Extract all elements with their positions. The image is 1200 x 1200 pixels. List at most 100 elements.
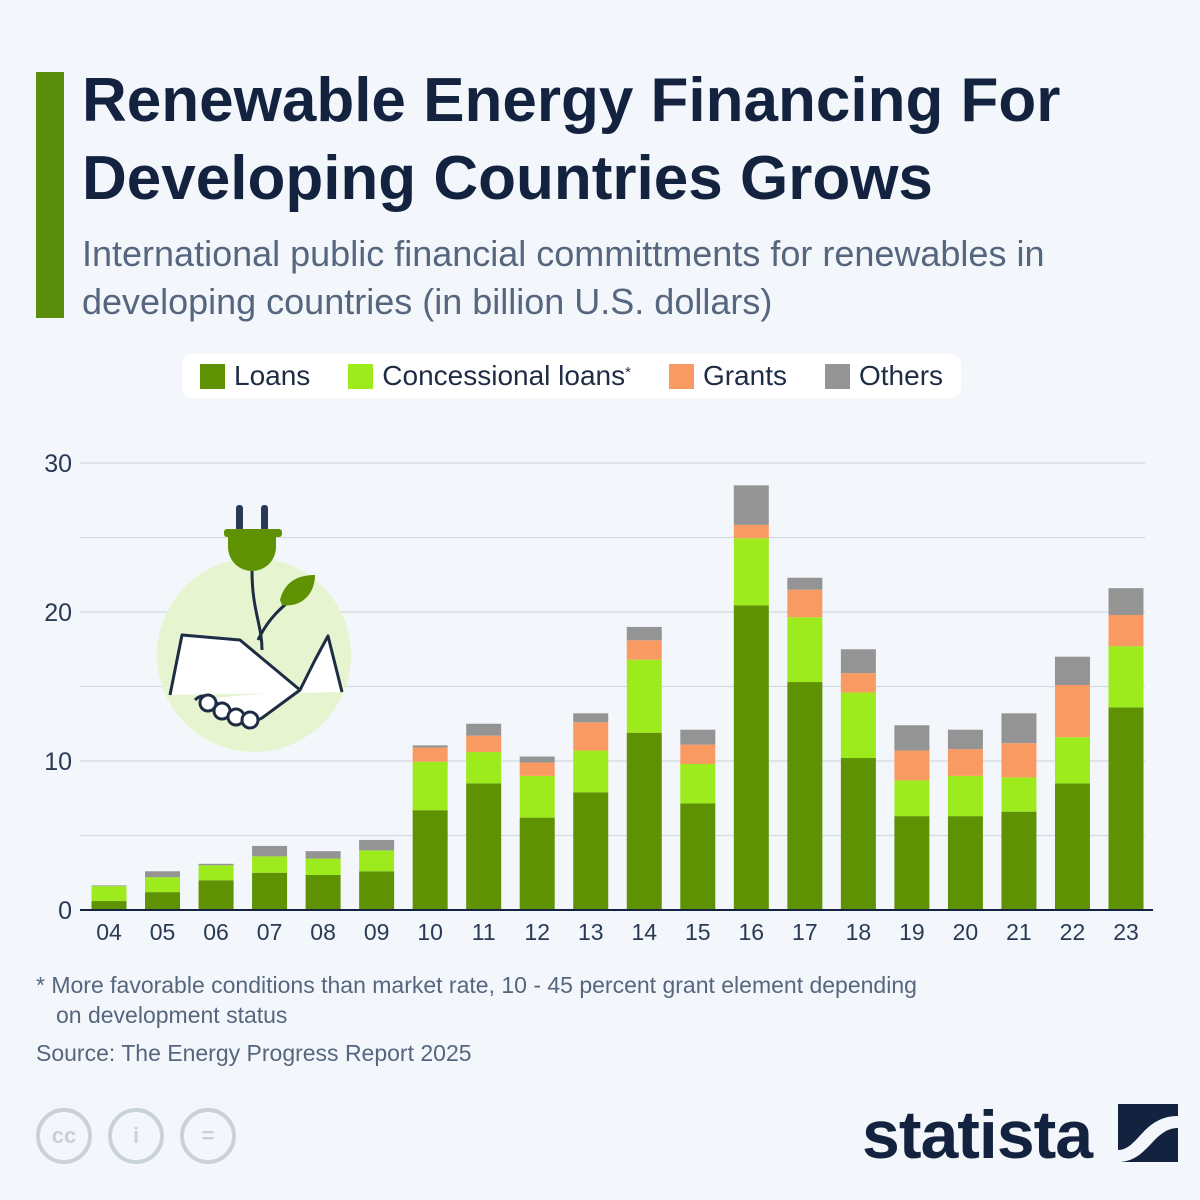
legend-swatch [668,363,694,389]
logo-text: statista [862,1097,1093,1173]
bar-segment-concessional-loans-20 [947,775,983,817]
bar-segment-others-04 [91,885,127,887]
bar-segment-loans-13 [573,792,609,910]
bar-segment-concessional-loans-19 [894,780,930,817]
bar-segment-loans-07 [252,872,288,910]
cc-icon[interactable]: cc [36,1108,92,1164]
bar-segment-loans-09 [359,871,395,910]
legend-label: Others [858,360,944,391]
x-tick-label: 21 [1006,919,1032,945]
attribution-icon[interactable]: i [108,1108,164,1164]
bar-segment-others-08 [305,851,341,859]
bar-segment-grants-16 [733,524,769,539]
bar-segment-concessional-loans-10 [412,761,448,811]
accent-bar [36,72,64,318]
y-tick-label: 20 [44,599,72,627]
statista-logo[interactable]: statista [862,1096,1179,1174]
footnote-line: on development status [56,1002,288,1028]
x-tick-label: 23 [1113,919,1139,945]
footer: * More favorable conditions than market … [36,970,1166,1068]
bar-segment-grants-23 [1108,614,1144,647]
x-tick-label: 07 [257,919,283,945]
x-tick-label: 16 [739,919,765,945]
bar-segment-loans-15 [680,803,716,910]
bar-segment-grants-22 [1054,685,1090,738]
bar-segment-concessional-loans-23 [1108,646,1144,708]
bar-segment-concessional-loans-18 [840,692,876,759]
bar-segment-others-23 [1108,588,1144,615]
bar-segment-others-11 [466,723,502,736]
x-tick-label: 05 [150,919,176,945]
x-tick-label: 09 [364,919,390,945]
x-tick-label: 18 [846,919,872,945]
bar-segment-others-06 [198,863,234,866]
x-tick-label: 04 [96,919,122,945]
legend-label: Grants [702,360,787,391]
bar-segment-others-13 [573,713,609,723]
no-derivatives-icon[interactable]: = [180,1108,236,1164]
legend-item-concessional: Concessional loans * [348,360,631,392]
bar-segment-grants-11 [466,735,502,753]
bar-segment-grants-12 [519,762,555,776]
bar-segment-others-22 [1054,656,1090,686]
bar-segment-loans-06 [198,880,234,910]
bar-segment-others-09 [359,839,395,851]
legend-item-loans: Loans [200,360,310,392]
chart: 0 10 20 30 04 05 06 07 08 09 10 11 12 13 14 15 16 17 18 19… [44,450,1153,945]
bar-segment-loans-19 [894,816,930,910]
x-tick-label: 20 [953,919,979,945]
bar-segment-concessional-loans-08 [305,858,341,875]
x-tick-label: 15 [685,919,711,945]
x-tick-label: 08 [310,919,336,945]
header: Renewable Energy Financing For Developin… [82,62,1192,326]
bar-segment-grants-13 [573,722,609,751]
bar-segment-loans-20 [947,816,983,910]
bar-segment-grants-19 [894,750,930,781]
bar-segment-concessional-loans-05 [145,877,181,893]
bar-segment-loans-05 [145,892,181,910]
footnote-line: * More favorable conditions than market … [36,972,917,998]
bar-segment-loans-21 [1001,811,1037,910]
bar-segment-others-07 [252,845,288,857]
bar-segment-others-20 [947,729,983,750]
bar-segment-loans-22 [1054,783,1090,910]
bar-segment-grants-17 [787,589,823,618]
y-tick-label: 10 [44,748,72,776]
bar-segment-concessional-loans-21 [1001,777,1037,812]
bar-segment-loans-14 [626,732,662,910]
bar-segment-concessional-loans-14 [626,659,662,733]
bar-segment-concessional-loans-06 [198,865,234,881]
statista-logo-mark [1118,1104,1179,1162]
bar-segment-others-17 [787,577,823,590]
bar-segment-concessional-loans-04 [91,886,127,902]
bar-segment-concessional-loans-13 [573,750,609,793]
bar-segment-concessional-loans-22 [1054,737,1090,784]
plug-handshake-illustration [157,505,351,752]
bar-segment-others-19 [894,725,930,751]
bar-segment-others-15 [680,729,716,745]
bar-segment-others-05 [145,871,181,878]
bar-segment-loans-12 [519,817,555,910]
x-tick-label: 19 [899,919,925,945]
legend: Loans Concessional loans * Grants Others [182,354,962,398]
source-text: Source: The Energy Progress Report 2025 [36,1040,472,1066]
x-tick-label: 12 [524,919,550,945]
bar-segment-concessional-loans-11 [466,752,502,784]
chart-subtitle: International public financial committme… [82,233,1045,322]
x-tick-label: 17 [792,919,818,945]
bar-segment-grants-21 [1001,743,1037,778]
bar-segment-others-21 [1001,713,1037,744]
bar-segment-concessional-loans-16 [733,538,769,606]
x-tick-label: 14 [631,919,657,945]
footnote-marker: * [625,364,631,381]
bar-segment-loans-08 [305,874,341,910]
bar-segment-grants-10 [412,747,448,762]
bar-segment-others-14 [626,626,662,641]
chart-title: Renewable Energy Financing For Developin… [82,66,1061,213]
bar-segment-concessional-loans-15 [680,763,716,804]
x-tick-label: 13 [578,919,604,945]
bar-segment-grants-15 [680,744,716,764]
bar-segment-concessional-loans-09 [359,850,395,872]
footnote: * More favorable conditions than market … [36,970,1166,1030]
bar-segment-loans-17 [787,682,823,910]
